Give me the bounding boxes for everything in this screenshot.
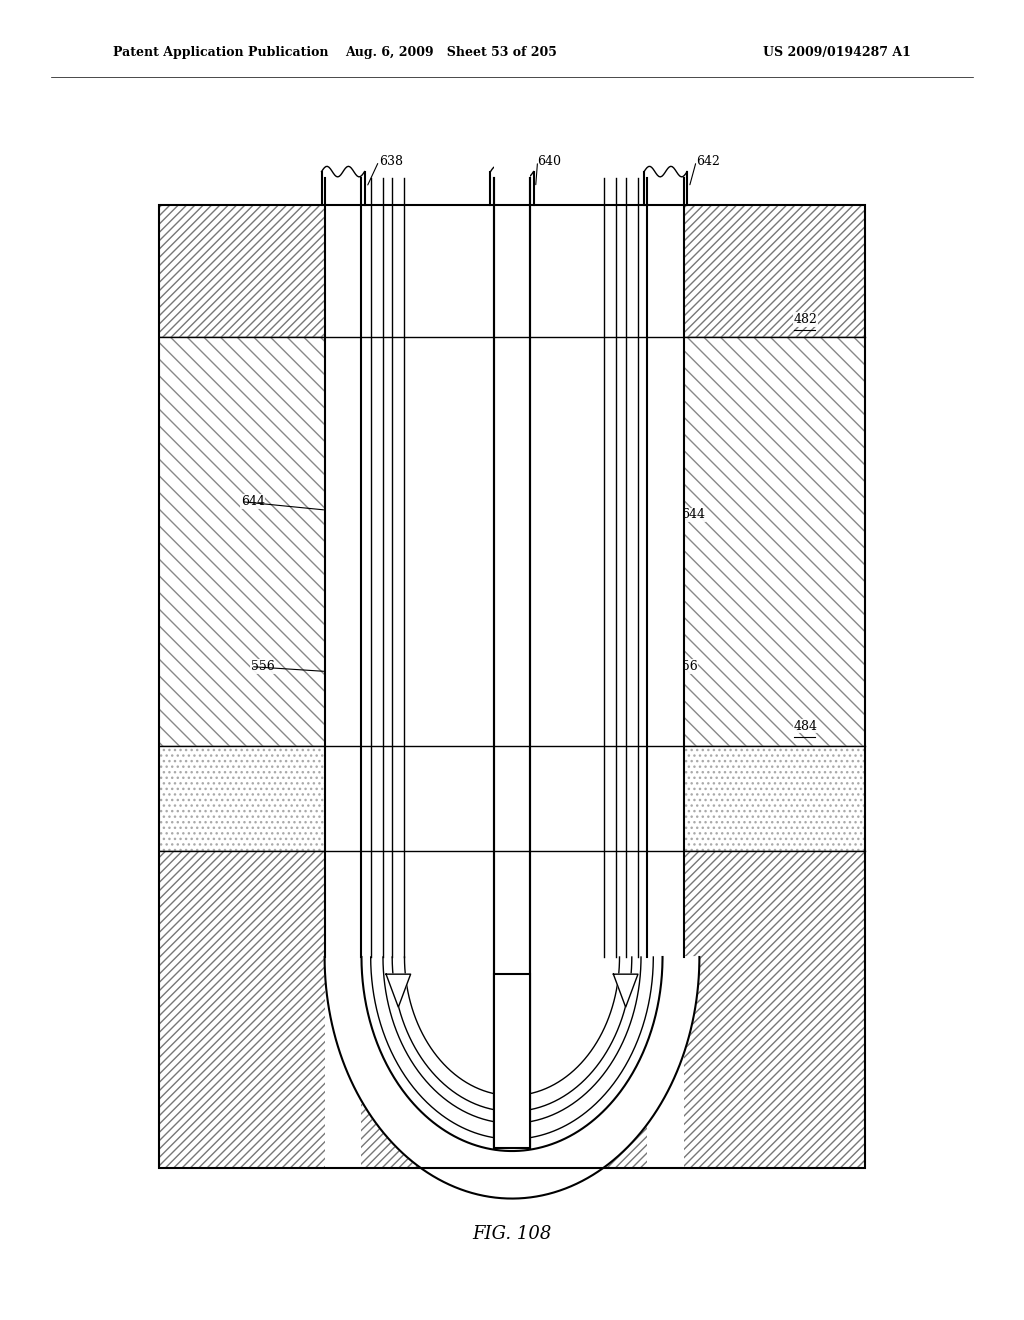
Text: 642: 642	[696, 154, 720, 168]
Bar	[159, 337, 865, 746]
Bar	[159, 746, 865, 851]
Bar	[159, 851, 865, 1168]
Text: Patent Application Publication: Patent Application Publication	[113, 46, 328, 59]
Text: 646: 646	[484, 1166, 509, 1179]
Text: 638: 638	[379, 154, 402, 168]
Bar	[647, 205, 684, 1168]
Bar	[159, 205, 865, 1168]
Text: 482: 482	[794, 313, 817, 326]
Bar	[490, 165, 534, 205]
Bar	[325, 205, 361, 1168]
Polygon shape	[392, 957, 632, 1111]
Bar	[648, 205, 683, 1168]
Bar	[326, 205, 360, 1168]
Text: 644: 644	[681, 508, 705, 521]
Text: 556: 556	[674, 660, 697, 673]
Bar	[325, 205, 684, 957]
Polygon shape	[386, 974, 411, 1007]
Text: 644: 644	[476, 508, 500, 521]
Polygon shape	[371, 957, 653, 1139]
Text: 484: 484	[794, 719, 817, 733]
Text: US 2009/0194287 A1: US 2009/0194287 A1	[764, 46, 911, 59]
Bar	[322, 165, 365, 205]
Polygon shape	[613, 974, 638, 1007]
Bar	[494, 205, 530, 1168]
Text: 640: 640	[538, 154, 561, 168]
Bar	[494, 165, 530, 1148]
Text: 556: 556	[251, 660, 274, 673]
Bar	[494, 974, 530, 1148]
Bar	[644, 165, 687, 205]
Bar	[159, 205, 865, 337]
Text: Aug. 6, 2009   Sheet 53 of 205: Aug. 6, 2009 Sheet 53 of 205	[345, 46, 556, 59]
Polygon shape	[325, 957, 699, 1199]
Text: 644: 644	[241, 495, 264, 508]
Text: FIG. 108: FIG. 108	[472, 1225, 552, 1243]
Polygon shape	[325, 205, 699, 1199]
Text: 556: 556	[461, 669, 484, 682]
